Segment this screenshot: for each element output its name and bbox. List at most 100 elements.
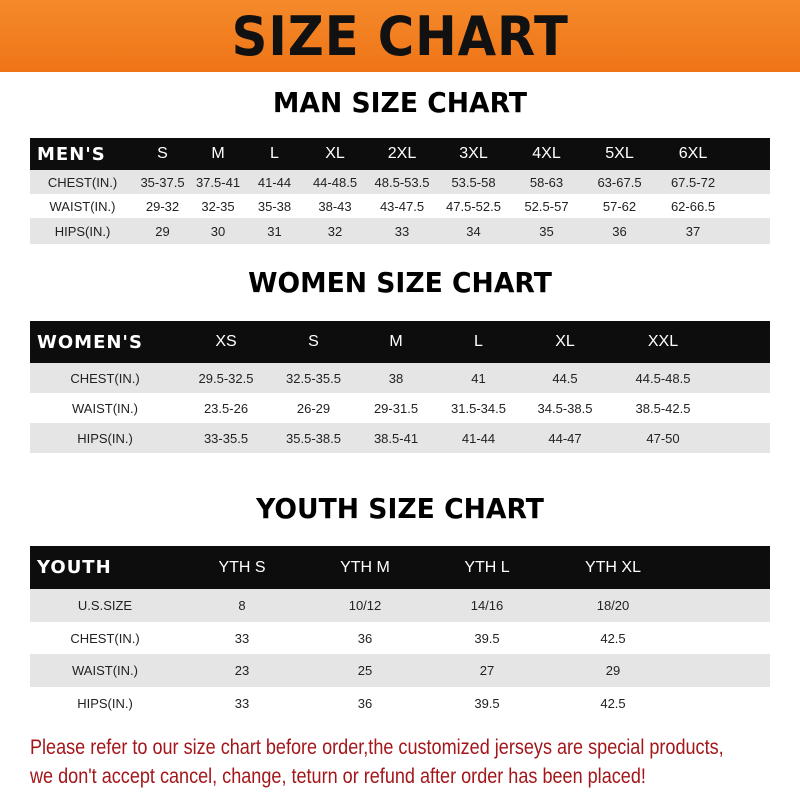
table-row: WAIST(IN.) 23.5-26 26-29 29-31.5 31.5-34.5 34…: [30, 393, 770, 423]
women-size-table: WOMEN'S XS S M L XL XXL CHEST(IN.) 29.5-32.5 32.5…: [30, 321, 770, 453]
table-cell: 34.5-38.5: [537, 400, 593, 416]
table-row: HIPS(IN.) 29 30 31 32 33 34 35 36 37: [30, 218, 770, 244]
table-cell: 29-31.5: [373, 400, 419, 416]
table-cell: 63-67.5: [597, 174, 642, 190]
size-header: XXL: [647, 333, 679, 350]
table-cell: 31.5-34.5: [451, 400, 506, 416]
table-cell: 31: [267, 223, 282, 239]
table-cell: 33: [234, 630, 250, 646]
men-size-table: MEN'S S M L XL 2XL 3XL 4XL 5XL 6XL CHEST(IN.) 35-37…: [30, 138, 770, 244]
size-header: XL: [325, 145, 345, 162]
table-cell: 35-38: [257, 198, 292, 214]
table-cell: 35: [539, 223, 554, 239]
table-row: HIPS(IN.) 33-35.5 35.5-38.5 38.5-41 41-44 44-…: [30, 423, 770, 453]
table-cell: 47-50: [646, 430, 680, 446]
size-header: 3XL: [459, 145, 488, 162]
table-cell: 34: [466, 223, 481, 239]
table-row: CHEST(IN.) 35-37.5 37.5-41 41-44 44-48.5 48.5…: [30, 170, 770, 194]
table-cell: 41: [471, 370, 486, 386]
youth-section-title: YOUTH SIZE CHART: [256, 492, 544, 525]
size-header: M: [211, 145, 225, 162]
table-cell: 29: [155, 223, 170, 239]
table-cell: 25: [357, 663, 373, 678]
size-header: YTH XL: [584, 558, 641, 576]
row-label: HIPS(IN.): [54, 223, 111, 239]
table-cell: 36: [612, 223, 627, 239]
size-header: XS: [215, 333, 237, 350]
table-cell: 52.5-57: [524, 198, 569, 214]
table-cell: 67.5-72: [670, 174, 716, 190]
table-row: WAIST(IN.) 23 25 27 29: [30, 654, 770, 687]
table-cell: 44.5-48.5: [635, 370, 691, 386]
table-cell: 35-37.5: [140, 174, 185, 190]
size-header: 6XL: [678, 145, 708, 162]
table-cell: 57-62: [602, 198, 637, 214]
table-cell: 37: [685, 223, 701, 239]
row-label: WAIST(IN.): [72, 400, 138, 416]
table-row: WAIST(IN.) 29-32 32-35 35-38 38-43 43-47.5 47.…: [30, 194, 770, 218]
table-cell: 42.5: [600, 695, 626, 711]
table-cell: 41-44: [461, 430, 496, 446]
table-cell: 44-47: [548, 430, 582, 446]
table-cell: 23: [234, 663, 250, 678]
table-cell: 48.5-53.5: [374, 174, 430, 190]
table-cell: 41-44: [257, 174, 292, 190]
row-label: WAIST(IN.): [72, 663, 138, 678]
table-cell: 43-47.5: [379, 198, 425, 214]
size-header: YTH M: [340, 558, 390, 576]
table-cell: 38.5-41: [373, 430, 419, 446]
row-label: CHEST(IN.): [47, 174, 118, 190]
table-cell: 62-66.5: [670, 198, 716, 214]
table-cell: 32: [327, 223, 343, 239]
table-cell: 37.5-41: [195, 174, 241, 190]
table-cell: 14/16: [470, 598, 504, 613]
table-cell: 10/12: [348, 598, 382, 613]
row-label: WAIST(IN.): [49, 198, 116, 214]
table-row: U.S.SIZE 8 10/12 14/16 18/20: [30, 589, 770, 622]
youth-size-table: YOUTH YTH S YTH M YTH L YTH XL U.S.SIZE 8 10/12…: [30, 546, 770, 719]
table-cell: 38: [388, 370, 404, 386]
size-header: 5XL: [605, 145, 634, 162]
table-cell: 53.5-58: [451, 174, 496, 190]
table-cell: 29.5-32.5: [198, 370, 254, 386]
table-cell: 26-29: [296, 400, 331, 416]
table-cell: 33: [394, 223, 410, 239]
row-label: HIPS(IN.): [77, 695, 133, 711]
size-header: S: [308, 333, 319, 350]
table-cell: 58-63: [529, 174, 564, 190]
table-cell: 32.5-35.5: [286, 370, 341, 386]
size-header: 4XL: [532, 145, 561, 162]
order-notice: Please refer to our size chart before or…: [30, 733, 800, 791]
table-cell: 44.5: [552, 370, 578, 386]
table-row: CHEST(IN.) 29.5-32.5 32.5-35.5 38 41 44.5 44.5…: [30, 363, 770, 393]
size-header: 2XL: [387, 145, 417, 162]
table-corner-label: MEN'S: [37, 143, 106, 165]
table-cell: 39.5: [474, 630, 500, 646]
table-cell: 32-35: [201, 198, 235, 214]
table-cell: 18/20: [596, 598, 630, 613]
row-label: CHEST(IN.): [70, 630, 140, 646]
notice-line-1: Please refer to our size chart before or…: [30, 736, 724, 759]
table-cell: 27: [479, 663, 495, 678]
table-cell: 47.5-52.5: [446, 198, 501, 214]
table-cell: 36: [357, 695, 373, 711]
table-cell: 8: [238, 598, 246, 613]
size-header: L: [474, 333, 483, 350]
header-row: WOMEN'S XS S M L XL XXL: [30, 321, 770, 363]
row-label: U.S.SIZE: [77, 598, 133, 613]
table-cell: 30: [210, 223, 226, 239]
table-cell: 23.5-26: [203, 400, 249, 416]
table-cell: 35.5-38.5: [286, 430, 341, 446]
header-row: YOUTH YTH S YTH M YTH L YTH XL: [30, 546, 770, 589]
table-cell: 38.5-42.5: [635, 400, 691, 416]
table-cell: 42.5: [600, 630, 626, 646]
table-corner-label: YOUTH: [37, 557, 112, 578]
row-label: CHEST(IN.): [70, 370, 140, 386]
page-title: SIZE CHART: [231, 4, 569, 68]
men-section-title: MAN SIZE CHART: [272, 86, 528, 119]
table-corner-label: WOMEN'S: [37, 331, 143, 353]
table-cell: 29: [605, 663, 621, 678]
notice-line-2: we don't accept cancel, change, teturn o…: [30, 765, 646, 788]
size-header: S: [157, 145, 168, 162]
header-row: MEN'S S M L XL 2XL 3XL 4XL 5XL 6XL: [30, 138, 770, 170]
